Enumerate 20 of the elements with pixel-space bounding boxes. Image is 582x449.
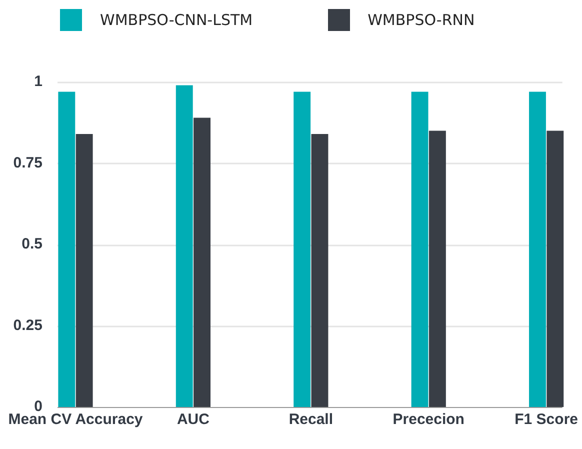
x-tick-label: AUC [176, 411, 210, 428]
y-tick-label: 0.25 [13, 316, 42, 334]
bar [58, 92, 76, 407]
bar [194, 118, 211, 407]
y-tick-label: 0.5 [22, 236, 42, 253]
bar [176, 85, 193, 407]
y-tick-label: 0.75 [13, 154, 42, 172]
bar [76, 134, 93, 407]
x-tick-label: Recall [288, 411, 334, 428]
bar [428, 130, 446, 407]
legend-label: WMBPSO-CNN-LSTM [100, 11, 253, 29]
legend-label: WMBPSO-RNN [368, 11, 475, 29]
bar [311, 134, 328, 407]
bar [294, 92, 311, 407]
bar [411, 92, 428, 407]
x-tick-label: Prececion [392, 411, 464, 428]
bar [529, 92, 546, 407]
bar [546, 130, 564, 407]
x-tick-label: F1 Score [514, 411, 578, 428]
y-tick-label: 1 [34, 73, 42, 90]
